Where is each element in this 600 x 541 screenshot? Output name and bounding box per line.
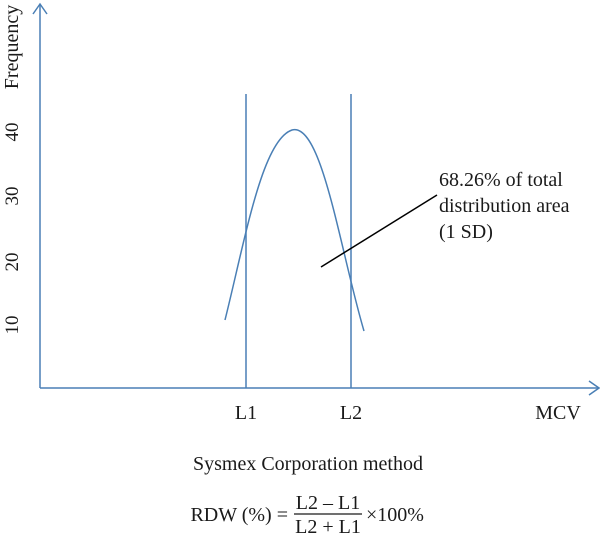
x-axis-arrowhead (588, 380, 600, 396)
l1-label: L1 (235, 402, 257, 424)
y-tick-label-30: 30 (2, 187, 23, 206)
annotation-line-1: 68.26% of total (439, 169, 563, 191)
formula-rhs: ×100% (366, 504, 424, 526)
method-caption: Sysmex Corporation method (193, 453, 423, 475)
y-tick-label-20: 20 (2, 253, 23, 272)
y-axis-label: Frequency (1, 5, 23, 89)
y-tick-label-10: 10 (2, 316, 23, 335)
formula-numerator: L2 – L1 (296, 492, 360, 514)
annotation-pointer (320, 194, 438, 268)
formula-lhs: RDW (%) = (190, 504, 288, 526)
x-axis-label: MCV (535, 402, 581, 424)
l2-label: L2 (340, 402, 362, 424)
y-axis-arrowhead (32, 2, 48, 15)
distribution-curve (224, 129, 365, 332)
formula-denominator: L2 + L1 (295, 516, 361, 538)
annotation-line-2: distribution area (439, 195, 570, 217)
y-tick-label-40: 40 (2, 123, 23, 142)
annotation-line-3: (1 SD) (439, 221, 493, 243)
